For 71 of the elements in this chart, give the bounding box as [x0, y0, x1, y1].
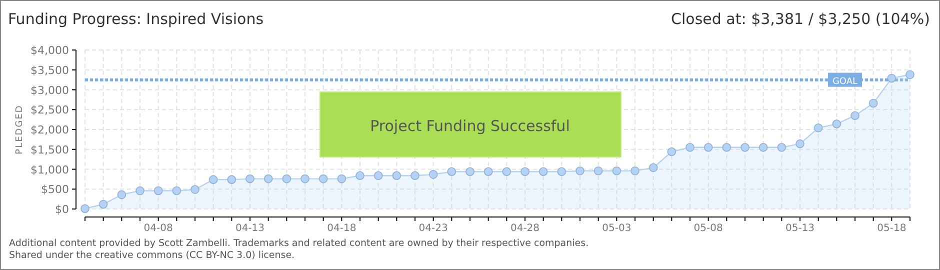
point: [704, 142, 713, 152]
y-tick-label: $0: [55, 203, 69, 216]
point: [850, 111, 860, 120]
point: [906, 70, 914, 80]
y-axis-title: PLEDGED: [15, 104, 25, 154]
point: [832, 120, 842, 128]
x-tick-label: 04-08: [144, 223, 173, 234]
x-tick-label: 05-08: [694, 223, 723, 234]
point: [648, 163, 658, 172]
point: [337, 174, 346, 184]
point: [374, 171, 383, 180]
y-tick-label: $4,000: [30, 44, 69, 57]
x-tick-label: 05-18: [877, 223, 906, 234]
y-tick-label: $3,500: [30, 64, 69, 77]
point: [208, 175, 218, 184]
point: [557, 167, 566, 176]
point: [264, 174, 273, 184]
point: [630, 166, 640, 176]
chart-title: Funding Progress: Inspired Visions: [8, 10, 264, 28]
x-tick-label: 04-13: [235, 223, 265, 234]
x-tick-label: 05-03: [602, 223, 632, 234]
point: [576, 166, 584, 176]
point: [154, 186, 163, 196]
point: [484, 167, 493, 176]
point: [227, 175, 236, 184]
point: [246, 174, 254, 184]
point: [520, 167, 530, 176]
point: [447, 167, 456, 176]
point: [117, 190, 126, 200]
y-tick-label: $3,000: [30, 84, 69, 97]
point: [502, 167, 512, 176]
chart-subtitle: Closed at: $3,381 / $3,250 (104%): [671, 10, 930, 28]
point: [136, 186, 144, 196]
point: [282, 174, 292, 184]
point: [887, 74, 896, 83]
point: [612, 166, 622, 176]
point: [466, 167, 474, 176]
y-tick-label: $1,000: [30, 163, 69, 176]
text: Shared under the creative commons (CC BY-NC 3.0) license.: [9, 250, 295, 261]
point: [594, 166, 603, 176]
y-tick-label: $2,500: [30, 104, 69, 117]
x-tick-label: 04-23: [418, 223, 448, 234]
point: [410, 171, 420, 180]
x-tick-label: 05-13: [785, 223, 815, 234]
x-tick-label: 04-28: [510, 223, 540, 234]
point: [868, 98, 878, 108]
y-tick-label: $2,000: [30, 124, 69, 136]
text: Additional content provided by Scott Zambelli. Trademarks and related content are owned by their respective companies.: [9, 238, 589, 249]
ref-line-label: GOAL: [832, 76, 858, 87]
annotation: Project Funding Successful: [370, 117, 570, 135]
point: [740, 142, 750, 152]
point: [300, 174, 310, 184]
point: [356, 171, 364, 180]
point: [392, 171, 402, 180]
point: [428, 170, 438, 179]
point: [722, 142, 732, 152]
point: [686, 142, 694, 152]
point: [98, 200, 108, 209]
point: [777, 142, 786, 152]
point: [190, 185, 200, 194]
y-tick-label: $1,500: [30, 143, 69, 156]
point: [758, 142, 768, 152]
point: [814, 124, 823, 132]
point: [172, 186, 182, 196]
x-tick-label: 04-18: [327, 223, 356, 234]
point: [667, 147, 676, 156]
point: [796, 139, 804, 148]
point: [318, 174, 328, 184]
point: [538, 167, 548, 176]
y-tick-label: $500: [41, 183, 69, 196]
point: [80, 204, 90, 213]
